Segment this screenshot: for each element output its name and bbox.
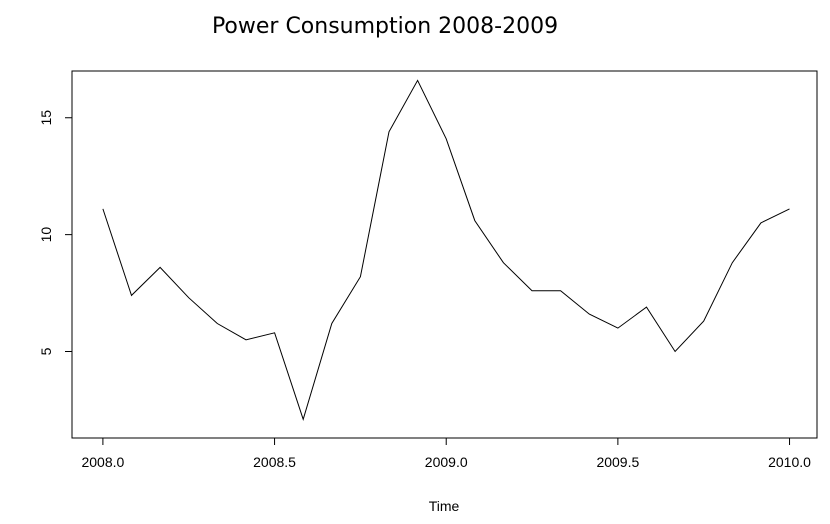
- data-point: [245, 339, 246, 340]
- x-tick-label: 2010.0: [768, 454, 811, 470]
- plot-box: [71, 70, 818, 439]
- data-point: [188, 297, 189, 298]
- data-point: [732, 262, 733, 263]
- data-point: [331, 323, 332, 324]
- y-tick-label: 5: [38, 347, 54, 355]
- data-point: [589, 314, 590, 315]
- y-tick-label: 15: [38, 110, 54, 126]
- data-point: [446, 138, 447, 139]
- data-point: [760, 222, 761, 223]
- data-point: [417, 80, 418, 81]
- series-line: [102, 79, 790, 421]
- x-axis: 2008.0 2008.5 2009.0 2009.5 2010.0: [81, 438, 811, 470]
- data-point: [617, 328, 618, 329]
- x-tick-label: 2009.5: [596, 454, 639, 470]
- data-point: [303, 419, 304, 420]
- x-axis-title: Time: [429, 498, 460, 514]
- data-point: [646, 307, 647, 308]
- data-point: [503, 262, 504, 263]
- data-point: [703, 321, 704, 322]
- data-point: [675, 351, 676, 352]
- x-tick-label: 2009.0: [425, 454, 468, 470]
- data-point: [474, 220, 475, 221]
- data-point: [160, 267, 161, 268]
- data-points: [102, 80, 790, 420]
- chart-title: Power Consumption 2008-2009: [211, 14, 559, 39]
- x-tick-label: 2008.0: [81, 454, 124, 470]
- data-point: [217, 323, 218, 324]
- data-point: [560, 290, 561, 291]
- data-point: [532, 290, 533, 291]
- y-axis: 5 10 15: [38, 110, 72, 355]
- y-tick-label: 10: [38, 227, 54, 243]
- data-point: [274, 332, 275, 333]
- data-point: [388, 131, 389, 132]
- data-point: [131, 295, 132, 296]
- data-point: [102, 208, 103, 209]
- x-tick-label: 2008.5: [253, 454, 296, 470]
- data-point: [789, 208, 790, 209]
- data-point: [360, 276, 361, 277]
